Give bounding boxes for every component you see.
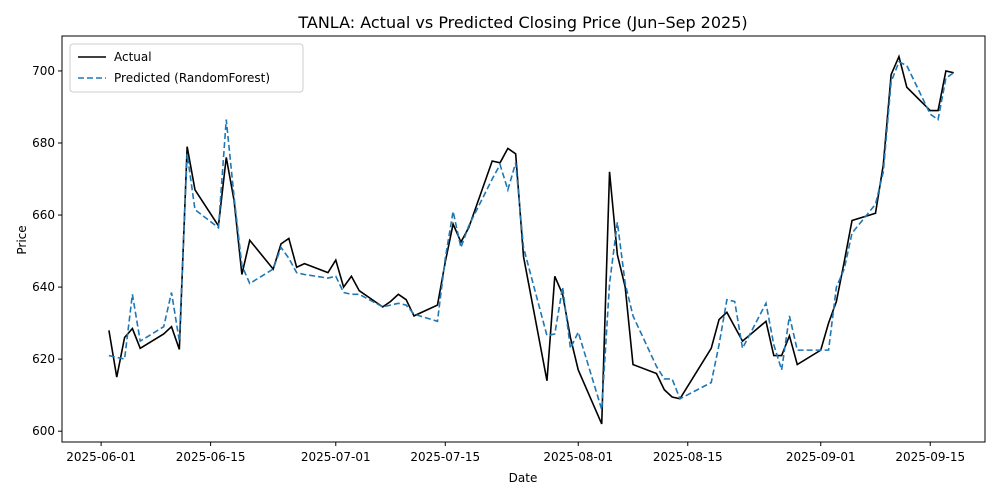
y-tick-label: 700 [32, 64, 55, 78]
y-tick-label: 620 [32, 352, 55, 366]
legend-label: Predicted (RandomForest) [114, 71, 270, 85]
x-tick-label: 2025-06-01 [66, 450, 136, 464]
x-tick-label: 2025-09-15 [895, 450, 965, 464]
x-tick-label: 2025-08-01 [543, 450, 613, 464]
series-line [108, 54, 954, 425]
x-tick-label: 2025-07-01 [301, 450, 371, 464]
chart-title: TANLA: Actual vs Predicted Closing Price… [297, 13, 747, 32]
x-tick-label: 2025-08-15 [653, 450, 723, 464]
x-axis-label: Date [509, 471, 538, 485]
x-tick-label: 2025-06-15 [176, 450, 246, 464]
y-tick-label: 660 [32, 208, 55, 222]
legend-label: Actual [114, 50, 152, 64]
y-tick-label: 680 [32, 136, 55, 150]
y-tick-label: 600 [32, 424, 55, 438]
x-tick-label: 2025-09-01 [786, 450, 856, 464]
plot-frame [61, 35, 986, 443]
series-line [108, 60, 955, 410]
x-tick-label: 2025-07-15 [410, 450, 480, 464]
legend-box [69, 43, 304, 93]
y-axis-label: Price [15, 225, 29, 254]
y-tick-label: 640 [32, 280, 55, 294]
